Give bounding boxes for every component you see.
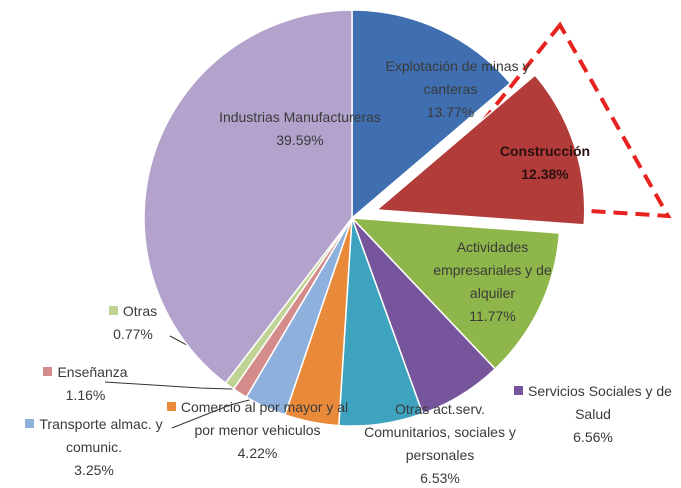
pie-slice [374, 73, 586, 226]
slice-label: Transporte almac. y comunic. 3.25% [8, 413, 180, 482]
slice-label: Servicios Sociales y de Salud 6.56% [505, 380, 681, 449]
pie-slice [143, 9, 353, 385]
slice-label: Industrias Manufactureras 39.59% [210, 106, 390, 152]
slice-label: Comercio al por mayor y al por menor veh… [165, 396, 350, 465]
value-label: 6.53% [420, 470, 460, 486]
legend-swatch [514, 386, 524, 395]
category-name: Construcción [499, 143, 591, 159]
value-label: 0.77% [113, 326, 153, 342]
slice-label: Otras act.serv. Comunitarios, sociales y… [355, 398, 525, 488]
slice-label: Enseñanza 1.16% [38, 361, 133, 407]
category-name: Explotación de minas y canteras [385, 58, 530, 97]
value-label: 3.25% [74, 462, 114, 478]
legend-swatch [371, 61, 381, 70]
value-label: 11.77% [469, 308, 516, 324]
category-name: Enseñanza [57, 364, 128, 380]
category-name: Comercio al por mayor y al por menor veh… [180, 399, 349, 438]
category-name: Servicios Sociales y de Salud [528, 383, 672, 422]
category-name: Otras [122, 303, 158, 319]
category-name: Otras act.serv. Comunitarios, sociales y… [364, 401, 516, 463]
pie-slice [350, 217, 561, 370]
value-label: 4.22% [237, 445, 278, 461]
value-label: 13.77% [426, 104, 475, 120]
pie-slice [351, 9, 512, 220]
slice-label: Construcción 12.38% [470, 140, 620, 186]
legend-swatch [166, 402, 176, 411]
legend-swatch [25, 419, 35, 428]
value-label: 39.59% [276, 132, 324, 148]
slice-label: Actividades empresariales y de alquiler 1… [415, 236, 570, 328]
value-label: 12.38% [521, 166, 569, 182]
slice-label: Explotación de minas y canteras 13.77% [348, 55, 553, 124]
category-name: Actividades empresariales y de alquiler [433, 239, 552, 301]
value-label: 6.56% [573, 429, 613, 445]
legend-swatch [43, 367, 53, 376]
legend-swatch [108, 306, 118, 315]
category-name: Industrias Manufactureras [219, 109, 381, 125]
category-name: Transporte almac. y comunic. [39, 416, 163, 455]
value-label: 1.16% [65, 387, 106, 403]
slice-label: Otras 0.77% [88, 300, 178, 346]
